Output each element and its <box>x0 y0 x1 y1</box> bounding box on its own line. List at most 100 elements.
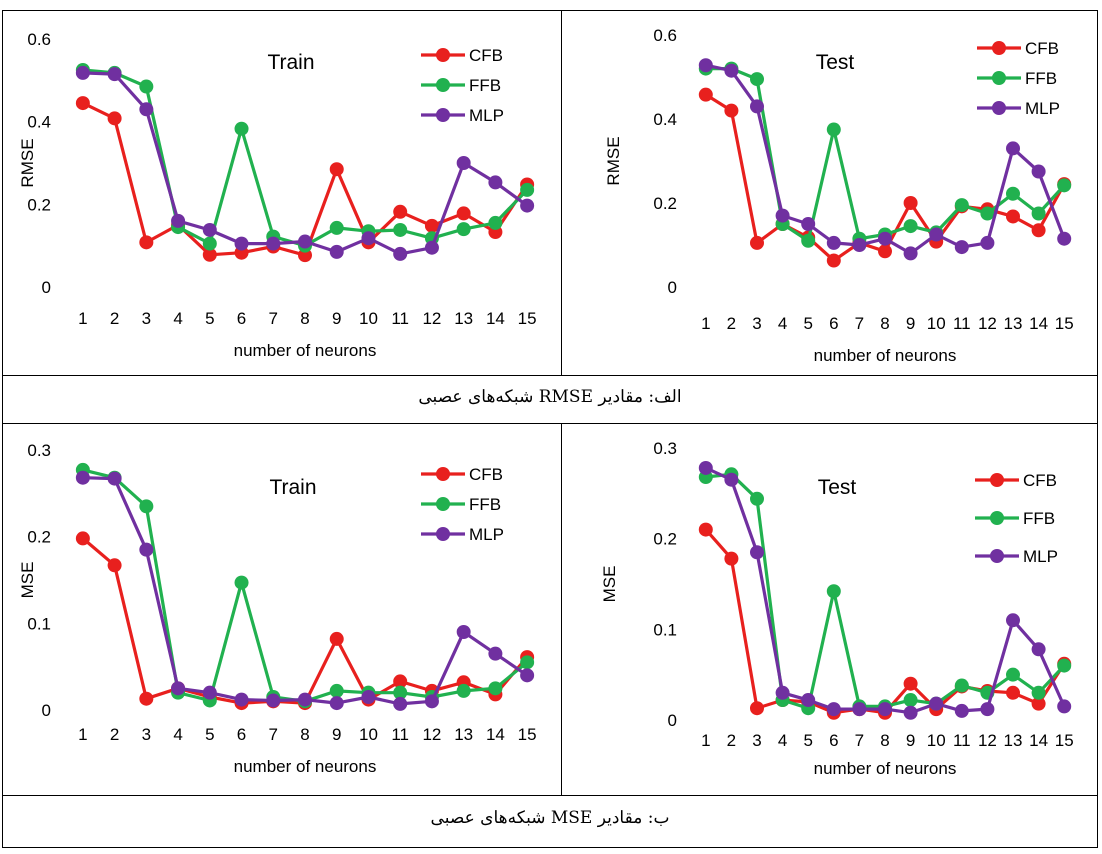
x-axis-label: number of neurons <box>814 759 957 778</box>
data-point-mlp <box>724 472 739 487</box>
data-point-ffb <box>801 233 816 248</box>
x-tick-label: 10 <box>359 725 378 744</box>
data-point-mlp <box>929 227 944 242</box>
data-point-mlp <box>698 58 713 73</box>
legend-marker-mlp <box>436 527 450 541</box>
x-tick-label: 6 <box>237 725 246 744</box>
legend-label-cfb: CFB <box>469 46 503 65</box>
y-axis-label: RMSE <box>604 136 623 185</box>
data-point-mlp <box>266 693 281 708</box>
data-point-mlp <box>361 690 376 704</box>
data-point-ffb <box>139 499 154 514</box>
x-tick-label: 11 <box>953 314 971 333</box>
x-tick-label: 2 <box>110 725 119 744</box>
data-point-mlp <box>980 235 995 250</box>
data-point-cfb <box>750 235 764 250</box>
x-tick-label: 3 <box>142 725 151 744</box>
legend-marker-cfb <box>990 473 1004 487</box>
x-tick-label: 12 <box>422 309 441 328</box>
legend-label-cfb: CFB <box>469 465 503 484</box>
y-tick-label: 0 <box>42 701 51 720</box>
data-point-ffb <box>488 681 503 696</box>
legend-label-mlp: MLP <box>1025 99 1060 118</box>
data-point-ffb <box>750 72 764 87</box>
x-tick-label: 8 <box>880 314 889 333</box>
data-point-cfb <box>698 522 713 537</box>
y-tick-label: 0.1 <box>653 620 677 639</box>
data-point-mlp <box>171 213 186 228</box>
y-tick-label: 0.2 <box>27 528 51 547</box>
data-point-ffb <box>1006 186 1020 201</box>
data-point-cfb <box>202 247 217 262</box>
data-point-mlp <box>520 668 535 683</box>
y-tick-label: 0 <box>42 278 51 297</box>
x-tick-label: 4 <box>173 309 182 328</box>
data-point-mlp <box>1031 642 1046 657</box>
data-point-mlp <box>698 460 713 475</box>
data-point-ffb <box>1006 667 1020 682</box>
x-tick-label: 3 <box>142 309 151 328</box>
data-point-ffb <box>456 683 471 698</box>
data-point-mlp <box>929 696 944 711</box>
legend-label-ffb: FFB <box>469 76 501 95</box>
data-point-ffb <box>980 206 995 221</box>
chart-rmse-train: 0 0.2 0.4 0.6 1 2 3 4 5 6 7 8 9 10 11 12 13 14 15 number of… <box>3 11 561 375</box>
data-point-ffb <box>1057 178 1072 193</box>
data-point-mlp <box>171 681 186 696</box>
data-point-mlp <box>139 542 154 557</box>
data-point-mlp <box>361 231 376 246</box>
chart-mse-train: 0 0.1 0.2 0.3 1 2 3 4 5 6 7 8 9 10 11 12 13 14 15 number of… <box>3 424 561 795</box>
chart-mse-test: 0 0.1 0.2 0.3 1 2 3 4 5 6 7 8 9 10 11 12 13 14 15 number of… <box>563 424 1097 795</box>
data-point-ffb <box>903 219 918 234</box>
data-point-mlp <box>1057 699 1072 714</box>
data-point-mlp <box>801 693 816 708</box>
chart-rmse-test: 0 0.2 0.4 0.6 1 2 3 4 5 6 7 8 9 10 11 12 13 14 15 number of… <box>563 11 1097 375</box>
y-tick-label: 0.3 <box>653 439 677 458</box>
x-tick-label: 9 <box>332 725 341 744</box>
data-point-cfb <box>139 691 154 706</box>
data-point-mlp <box>488 175 503 190</box>
legend-label-mlp: MLP <box>469 525 504 544</box>
x-tick-label: 4 <box>173 725 182 744</box>
legend-marker-mlp <box>992 101 1006 115</box>
data-point-mlp <box>520 198 535 213</box>
x-tick-label: 14 <box>486 309 505 328</box>
x-tick-label: 15 <box>1055 314 1074 333</box>
data-point-mlp <box>107 67 122 82</box>
x-tick-label: 14 <box>486 725 505 744</box>
y-tick-label: 0.3 <box>27 441 51 460</box>
x-tick-label: 14 <box>1029 731 1048 750</box>
x-tick-label: 8 <box>300 309 309 328</box>
data-point-cfb <box>424 218 439 233</box>
data-point-mlp <box>202 685 217 700</box>
x-tick-label: 5 <box>205 725 214 744</box>
data-point-ffb <box>520 655 535 670</box>
data-point-mlp <box>750 545 764 560</box>
x-tick-label: 12 <box>978 731 997 750</box>
x-tick-label: 11 <box>391 725 409 744</box>
data-point-cfb <box>456 206 471 221</box>
data-point-ffb <box>954 678 969 693</box>
x-tick-label: 15 <box>1055 731 1074 750</box>
x-tick-label: 7 <box>855 731 864 750</box>
x-tick-label: 13 <box>1004 314 1023 333</box>
x-tick-label: 14 <box>1029 314 1048 333</box>
data-point-mlp <box>878 231 892 246</box>
x-tick-label: 3 <box>752 731 761 750</box>
data-point-ffb <box>329 683 344 698</box>
data-point-cfb <box>107 111 122 126</box>
data-point-mlp <box>980 702 995 717</box>
data-point-mlp <box>852 702 867 717</box>
data-point-mlp <box>1006 613 1020 628</box>
x-tick-label: 9 <box>906 731 915 750</box>
x-tick-label: 13 <box>454 725 473 744</box>
y-tick-label: 0.1 <box>27 614 51 633</box>
legend-label-cfb: CFB <box>1023 471 1057 490</box>
x-tick-label: 1 <box>78 725 87 744</box>
y-tick-label: 0 <box>668 711 677 730</box>
x-tick-label: 12 <box>422 725 441 744</box>
x-tick-label: 10 <box>927 314 946 333</box>
y-axis-label: MSE <box>18 562 37 599</box>
data-point-ffb <box>1031 206 1046 221</box>
data-point-ffb <box>393 222 408 237</box>
